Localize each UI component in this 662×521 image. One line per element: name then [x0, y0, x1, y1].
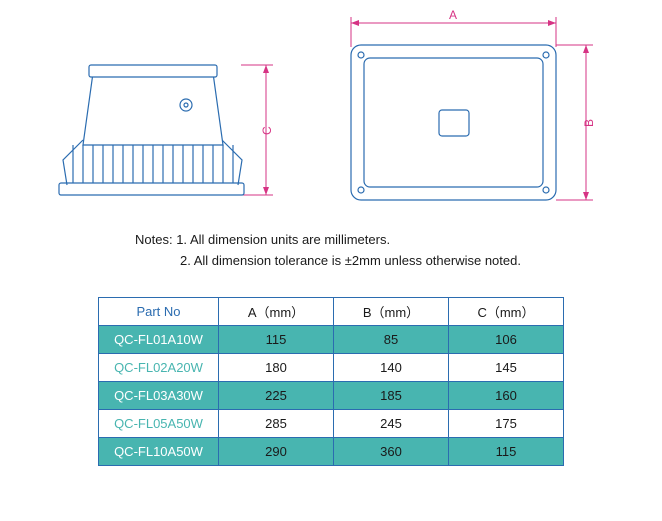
- notes-line1: 1. All dimension units are millimeters.: [176, 232, 390, 247]
- header-part: Part No: [99, 297, 219, 325]
- header-b: B（mm）: [334, 297, 449, 325]
- table-row: QC-FL10A50W 290 360 115: [99, 437, 564, 465]
- table-row: QC-FL03A30W 225 185 160: [99, 381, 564, 409]
- table-body: QC-FL01A10W 115 85 106 QC-FL02A20W 180 1…: [99, 325, 564, 465]
- notes-line2: 2. All dimension tolerance is ±2mm unles…: [180, 251, 662, 272]
- table-header-row: Part No A（mm） B（mm） C（mm）: [99, 297, 564, 325]
- dimensions-table-wrap: Part No A（mm） B（mm） C（mm） QC-FL01A10W 11…: [0, 297, 662, 466]
- table-row: QC-FL02A20W 180 140 145: [99, 353, 564, 381]
- heatsink-fins: [73, 145, 233, 183]
- front-view-diagram: A B: [331, 5, 621, 220]
- notes-block: Notes: 1. All dimension units are millim…: [135, 230, 662, 272]
- dimensions-table: Part No A（mm） B（mm） C（mm） QC-FL01A10W 11…: [98, 297, 564, 466]
- table-row: QC-FL05A50W 285 245 175: [99, 409, 564, 437]
- diagrams-area: C: [0, 0, 662, 220]
- dim-label-c: C: [260, 126, 274, 135]
- dim-label-a: A: [449, 8, 457, 22]
- dim-label-b: B: [582, 119, 596, 127]
- header-c: C（mm）: [449, 297, 564, 325]
- side-view-diagram: C: [41, 25, 291, 220]
- notes-prefix: Notes:: [135, 232, 173, 247]
- table-row: QC-FL01A10W 115 85 106: [99, 325, 564, 353]
- header-a: A（mm）: [219, 297, 334, 325]
